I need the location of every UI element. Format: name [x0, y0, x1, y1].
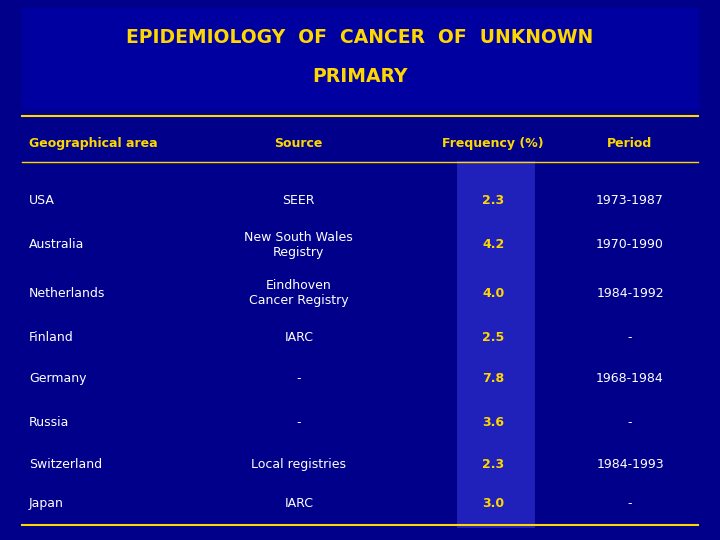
Text: Japan: Japan: [29, 497, 63, 510]
Text: 4.0: 4.0: [482, 287, 504, 300]
Text: IARC: IARC: [284, 330, 313, 344]
Text: 1984-1993: 1984-1993: [596, 457, 664, 471]
Text: IARC: IARC: [284, 497, 313, 510]
Text: Geographical area: Geographical area: [29, 137, 158, 150]
Text: 2.5: 2.5: [482, 330, 504, 344]
Text: 4.2: 4.2: [482, 238, 504, 251]
Text: 7.8: 7.8: [482, 372, 504, 385]
Text: -: -: [628, 330, 632, 344]
Text: Netherlands: Netherlands: [29, 287, 105, 300]
Text: EPIDEMIOLOGY  OF  CANCER  OF  UNKNOWN: EPIDEMIOLOGY OF CANCER OF UNKNOWN: [127, 28, 593, 48]
Text: 1984-1992: 1984-1992: [596, 287, 664, 300]
Text: Switzerland: Switzerland: [29, 457, 102, 471]
Text: Source: Source: [274, 137, 323, 150]
Text: Australia: Australia: [29, 238, 84, 251]
Text: 3.0: 3.0: [482, 497, 504, 510]
Text: 3.6: 3.6: [482, 416, 504, 429]
Text: USA: USA: [29, 194, 55, 207]
Bar: [457, 161, 535, 528]
Text: -: -: [628, 416, 632, 429]
Text: Finland: Finland: [29, 330, 73, 344]
Text: Frequency (%): Frequency (%): [442, 137, 544, 150]
Text: 2.3: 2.3: [482, 194, 504, 207]
Text: 1968-1984: 1968-1984: [596, 372, 664, 385]
Text: 1970-1990: 1970-1990: [596, 238, 664, 251]
Text: Eindhoven
Cancer Registry: Eindhoven Cancer Registry: [249, 279, 348, 307]
Text: Period: Period: [608, 137, 652, 150]
Text: Local registries: Local registries: [251, 457, 346, 471]
Text: New South Wales
Registry: New South Wales Registry: [244, 231, 354, 259]
Text: Germany: Germany: [29, 372, 86, 385]
Bar: [22, 8, 698, 108]
Text: -: -: [297, 416, 301, 429]
Text: PRIMARY: PRIMARY: [312, 67, 408, 86]
Text: 1973-1987: 1973-1987: [596, 194, 664, 207]
Text: -: -: [297, 372, 301, 385]
Text: 2.3: 2.3: [482, 457, 504, 471]
Text: Russia: Russia: [29, 416, 69, 429]
Text: SEER: SEER: [282, 194, 315, 207]
Text: -: -: [628, 497, 632, 510]
